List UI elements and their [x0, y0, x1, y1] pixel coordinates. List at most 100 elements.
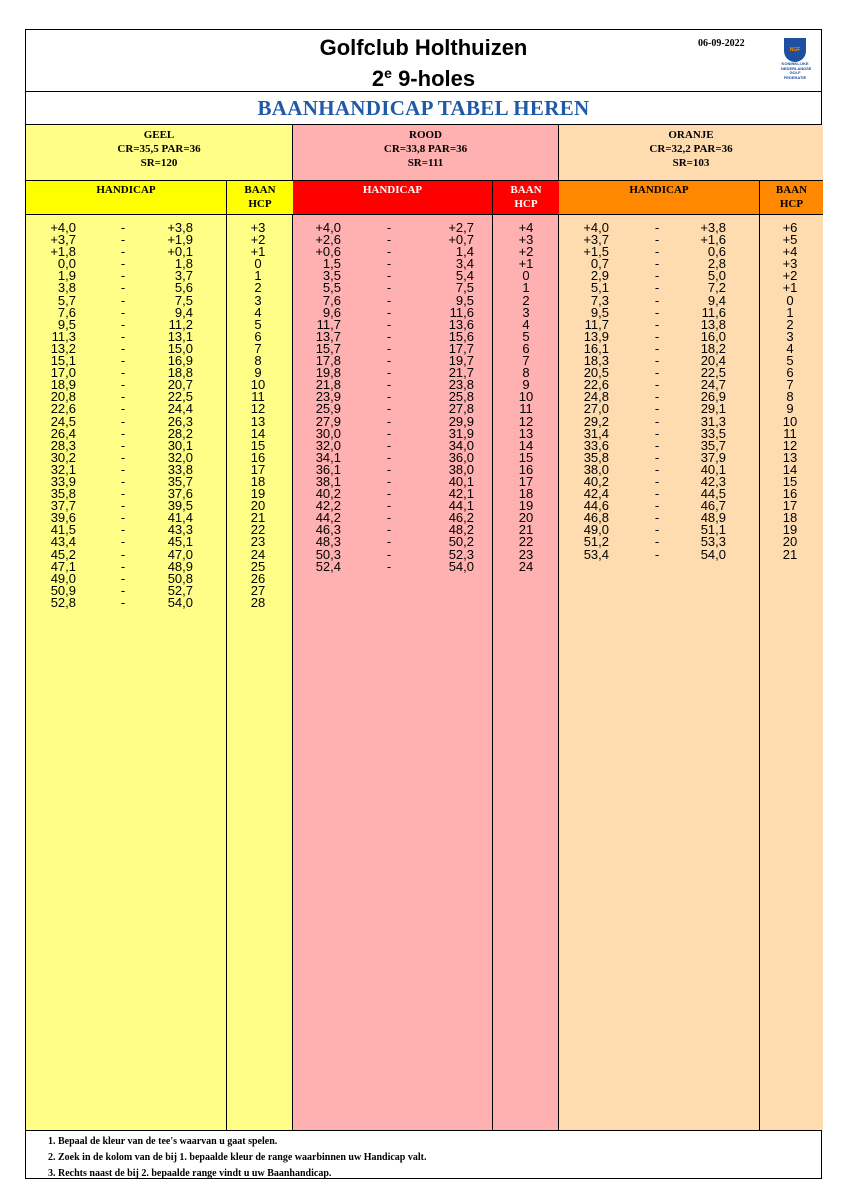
- course-handicap: 9: [522, 377, 530, 393]
- table-row: 18,3 - 20,4 5: [559, 353, 823, 369]
- range-to: 44,1: [448, 498, 474, 514]
- range-dash: -: [120, 570, 126, 586]
- range-to: 22,5: [700, 365, 726, 381]
- range-dash: -: [386, 292, 392, 308]
- handicap-header: HANDICAP: [26, 180, 226, 215]
- range-to: 48,2: [448, 522, 474, 538]
- range-to: 7,5: [174, 292, 193, 308]
- course-handicap: 22: [250, 522, 266, 538]
- course-handicap: 24: [518, 558, 534, 574]
- range-from: +1,8: [50, 244, 76, 260]
- course-handicap: 15: [518, 449, 534, 465]
- course-handicap: 21: [518, 522, 534, 538]
- range-dash: -: [386, 413, 392, 429]
- range-to: 42,1: [448, 486, 474, 502]
- range-dash: -: [654, 256, 660, 272]
- course-handicap: 8: [786, 389, 794, 405]
- range-to: 54,0: [700, 546, 726, 562]
- course-handicap: 17: [250, 461, 266, 477]
- range-to: 35,7: [700, 437, 726, 453]
- range-dash: -: [120, 461, 126, 477]
- range-dash: -: [120, 353, 126, 369]
- range-dash: -: [386, 340, 392, 356]
- course-handicap: 16: [518, 461, 534, 477]
- baan-label: BAAN: [510, 184, 542, 196]
- course-handicap: 10: [518, 389, 534, 405]
- course-handicap: 6: [786, 365, 794, 381]
- range-from: +4,0: [50, 220, 76, 235]
- range-to: 20,4: [700, 353, 726, 369]
- range-from: 52,4: [315, 558, 341, 574]
- course-handicap: 0: [522, 268, 530, 284]
- course-handicap: 7: [254, 340, 262, 356]
- range-from: 27,9: [315, 413, 341, 429]
- range-from: 24,5: [50, 413, 76, 429]
- range-to: 9,4: [707, 292, 726, 308]
- range-to: 54,0: [448, 558, 474, 574]
- table-row: 50,9 - 52,7 27: [26, 584, 293, 597]
- range-from: 13,7: [315, 328, 341, 344]
- course-handicap: 6: [522, 340, 530, 356]
- range-to: +0,7: [448, 232, 474, 248]
- course-handicap: 10: [782, 413, 798, 429]
- range-from: 41,5: [50, 522, 76, 538]
- table-row: 15,1 - 16,9 8: [26, 353, 293, 369]
- course-handicap: 15: [782, 473, 798, 489]
- range-from: 16,1: [583, 340, 609, 356]
- table-row: 41,5 - 43,3 22: [26, 522, 293, 538]
- range-from: 36,1: [315, 461, 341, 477]
- table-row: 26,4 - 28,2 14: [26, 425, 293, 441]
- course-handicap: 11: [783, 425, 797, 441]
- course-handicap: 11: [519, 401, 533, 417]
- tee-column-geel: GEEL CR=35,5 PAR=36 SR=120 HANDICAP BAAN HCP +…: [26, 125, 293, 1130]
- range-to: 5,0: [707, 268, 726, 284]
- course-handicap: 17: [518, 473, 534, 489]
- range-dash: -: [386, 304, 392, 320]
- range-to: 24,4: [167, 401, 193, 417]
- range-dash: -: [120, 280, 126, 296]
- table-row: 46,8 - 48,9 18: [559, 510, 823, 526]
- range-from: 17,0: [50, 365, 76, 381]
- range-dash: -: [654, 473, 660, 489]
- range-dash: -: [654, 546, 660, 562]
- table-row: 44,2 - 46,2 20: [293, 510, 559, 526]
- course-handicap: +1: [518, 256, 534, 272]
- range-dash: -: [386, 522, 392, 538]
- course-handicap: 6: [254, 328, 262, 344]
- table-row: 43,4 - 45,1 23: [26, 535, 293, 548]
- table-row: 48,3 - 50,2 22: [293, 534, 559, 550]
- table-row: 5,7 - 7,5 3: [26, 292, 293, 308]
- range-from: 44,6: [583, 498, 609, 514]
- range-from: 28,3: [50, 437, 76, 453]
- range-from: 32,0: [315, 437, 341, 453]
- range-to: 50,2: [448, 534, 474, 550]
- tee-column-oranje: ORANJE CR=32,2 PAR=36 SR=103 HANDICAP BAAN HC…: [559, 125, 823, 1130]
- range-from: 35,8: [583, 449, 609, 465]
- range-dash: -: [386, 510, 392, 526]
- range-from: 25,9: [315, 401, 341, 417]
- range-from: 46,3: [315, 522, 341, 538]
- course-handicap: +2: [250, 232, 266, 248]
- range-from: 29,2: [583, 413, 609, 429]
- table-row: 36,1 - 38,0 16: [293, 461, 559, 477]
- course-handicap: 18: [782, 510, 798, 526]
- range-from: 51,2: [583, 534, 609, 550]
- course-handicap: 14: [250, 425, 266, 441]
- course-handicap: +1: [250, 244, 266, 260]
- table-row: 1,9 - 3,7 1: [26, 269, 293, 282]
- course-handicap: 5: [522, 328, 530, 344]
- table-row: 5,5 - 7,5 1: [293, 281, 559, 294]
- range-to: 2,8: [707, 256, 726, 272]
- range-to: 35,7: [167, 473, 193, 489]
- course-handicap: +4: [782, 244, 798, 260]
- page-title: BAANHANDICAP TABEL HEREN: [26, 92, 821, 125]
- range-dash: -: [386, 232, 392, 248]
- range-dash: -: [654, 389, 660, 405]
- range-to: +1,9: [167, 232, 193, 248]
- table-row: 19,8 - 21,7 8: [293, 366, 559, 379]
- range-dash: -: [386, 461, 392, 477]
- range-to: 39,5: [167, 498, 193, 514]
- course-handicap: 12: [250, 401, 266, 417]
- range-from: 40,2: [583, 473, 609, 489]
- sub-prefix: 2: [371, 66, 385, 91]
